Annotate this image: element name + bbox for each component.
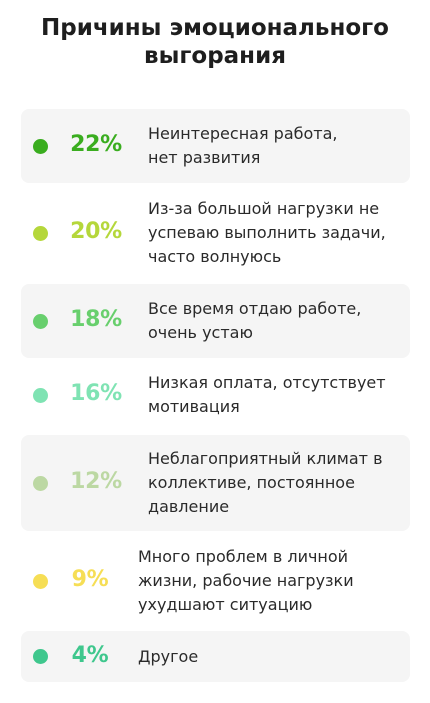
- reason-text: Низкая оплата, отсутствует мотивация: [148, 371, 386, 419]
- reason-text-line: Низкая оплата, отсутствует: [148, 373, 386, 392]
- reason-text-line: Из-за большой нагрузки не: [148, 199, 380, 218]
- percent-value: 16%: [70, 381, 122, 406]
- reason-text-line: Другое: [138, 646, 199, 666]
- reason-text-line: Неблагоприятный климат в: [148, 449, 383, 468]
- reason-text-line: успеваю выполнить задачи,: [148, 223, 386, 242]
- reason-text-line: коллективе, постоянное: [148, 473, 355, 492]
- legend-dot-icon: [33, 225, 48, 241]
- percent-value: 22%: [70, 132, 122, 157]
- reason-text-line: мотивация: [148, 397, 240, 416]
- chart-title: Причины эмоционального выгорания: [0, 14, 430, 70]
- reason-text: Неблагоприятный климат в коллективе, пост…: [148, 447, 383, 519]
- reason-row: 18% Все время отдаю работе, очень устаю: [21, 284, 410, 358]
- percent-value: 20%: [70, 219, 122, 244]
- reason-text: Из-за большой нагрузки не успеваю выполни…: [148, 197, 386, 269]
- reason-row: 4% Другое: [21, 631, 410, 682]
- legend-dot-icon: [33, 573, 48, 589]
- chart-title-line-2: выгорания: [144, 43, 286, 69]
- reason-text-line: Все время отдаю работе,: [148, 299, 362, 318]
- reason-text-line: Много проблем в личной: [138, 547, 349, 566]
- percent-value: 12%: [70, 469, 122, 494]
- legend-dot-icon: [33, 387, 48, 403]
- reason-row: 12% Неблагоприятный климат в коллективе, п…: [21, 435, 410, 531]
- reason-row: 22% Неинтересная работа, нет развития: [21, 109, 410, 183]
- reason-text-line: давление: [148, 497, 230, 516]
- reason-row: 9% Много проблем в личной жизни, рабочие н…: [21, 533, 410, 629]
- reason-text-line: ухудшают ситуацию: [138, 595, 313, 614]
- percent-value: 9%: [71, 567, 109, 592]
- legend-dot-icon: [33, 138, 48, 154]
- reason-text: Неинтересная работа, нет развития: [148, 122, 338, 170]
- reason-text-line: очень устаю: [148, 323, 253, 342]
- legend-dot-icon: [33, 475, 48, 491]
- reason-text: Много проблем в личной жизни, рабочие наг…: [138, 545, 354, 617]
- reason-text-line: часто волнуюсь: [148, 247, 282, 266]
- reason-row: 20% Из-за большой нагрузки не успеваю выпо…: [21, 185, 410, 281]
- reason-text-line: Неинтересная работа,: [148, 124, 338, 143]
- reason-text-line: жизни, рабочие нагрузки: [138, 571, 354, 590]
- percent-value: 4%: [71, 642, 109, 668]
- reason-text: Другое: [138, 645, 198, 669]
- legend-dot-icon: [33, 649, 48, 664]
- reason-text-line: нет развития: [148, 148, 261, 167]
- reason-text: Все время отдаю работе, очень устаю: [148, 297, 361, 345]
- chart-title-line-1: Причины эмоционального: [41, 15, 389, 41]
- percent-value: 18%: [70, 307, 122, 332]
- reason-row: 16% Низкая оплата, отсутствует мотивация: [21, 358, 410, 432]
- legend-dot-icon: [33, 313, 48, 329]
